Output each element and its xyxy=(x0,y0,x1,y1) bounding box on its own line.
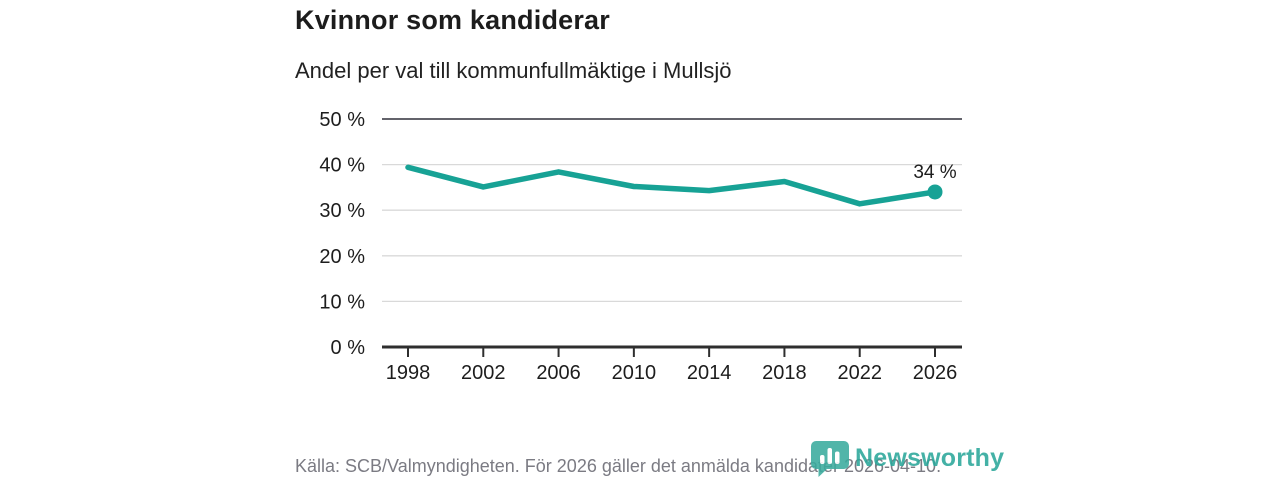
y-axis-tick-label: 10 % xyxy=(319,291,365,313)
y-axis-tick-label: 50 % xyxy=(319,109,365,131)
y-axis-tick-label: 20 % xyxy=(319,246,365,268)
x-axis-tick-label: 2018 xyxy=(762,362,807,384)
y-axis-tick-label: 0 % xyxy=(331,337,366,359)
x-axis-tick-label: 2014 xyxy=(687,362,732,384)
x-axis-tick-label: 1998 xyxy=(386,362,431,384)
y-axis-tick-label: 30 % xyxy=(319,200,365,222)
chart-subtitle: Andel per val till kommunfullmäktige i M… xyxy=(295,58,732,83)
source-note: Källa: SCB/Valmyndigheten. För 2026 gäll… xyxy=(295,456,942,476)
x-axis-tick-label: 2002 xyxy=(461,362,506,384)
newsworthy-wordmark: Newsworthy xyxy=(855,444,1005,472)
line-chart-plot: 0 % 10 % 20 % 30 % 40 % 50 % 1998 2002 2006 2010 2… xyxy=(290,100,990,400)
chart-title: Kvinnor som kandiderar xyxy=(295,5,610,35)
y-axis-tick-label: 40 % xyxy=(319,155,365,177)
end-point-label: 34 % xyxy=(913,162,956,183)
data-line xyxy=(405,164,938,207)
end-point-marker xyxy=(927,184,943,200)
x-axis-tick-label: 2026 xyxy=(913,362,958,384)
x-axis-tick-label: 2022 xyxy=(837,362,882,384)
x-axis-tick-label: 2010 xyxy=(612,362,657,384)
newsworthy-icon xyxy=(810,440,850,477)
x-axis-tick-label: 2006 xyxy=(536,362,581,384)
line-chart-svg: 0 % 10 % 20 % 30 % 40 % 50 % 1998 2002 2006 2010 2… xyxy=(319,109,962,384)
newsworthy-logo: Newsworthy xyxy=(810,440,1004,477)
